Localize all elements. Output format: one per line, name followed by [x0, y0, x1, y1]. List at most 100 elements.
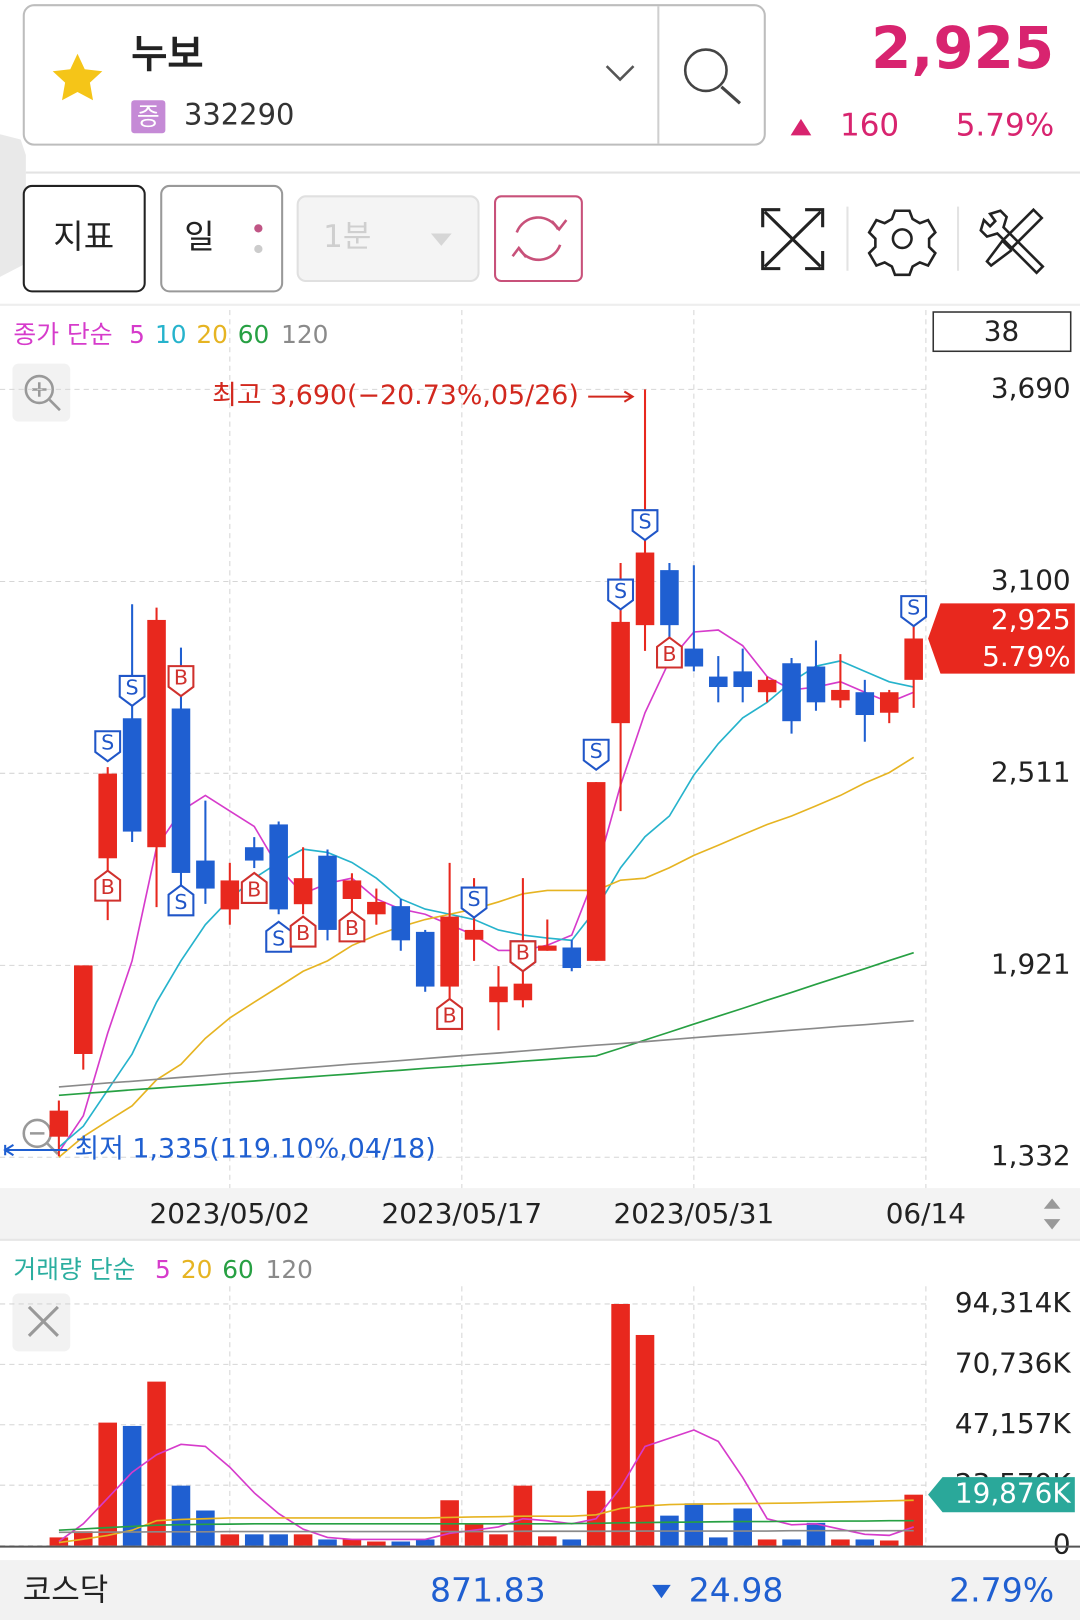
- moving-average: [58, 1019, 914, 1088]
- low-annotation: 최저 1,335(119.10%,04/18): [74, 1134, 435, 1165]
- fullscreen-icon: [763, 210, 822, 268]
- price-change: 160: [840, 108, 899, 144]
- signal-marker: [509, 940, 537, 973]
- x-tick-label: 2023/05/17: [381, 1197, 542, 1230]
- candle-body: [757, 679, 777, 693]
- candle-body: [660, 570, 679, 626]
- index-value: 871.83: [430, 1571, 546, 1610]
- candle-body: [538, 945, 557, 951]
- zoom-icon: [24, 374, 54, 405]
- signal-label: S: [590, 739, 603, 763]
- volume-bar: [122, 1425, 142, 1546]
- dropdown-chevron[interactable]: [605, 65, 635, 82]
- signal-marker: [118, 674, 146, 708]
- settings-button[interactable]: [867, 209, 937, 277]
- gear-icon: [867, 209, 937, 277]
- side-tab[interactable]: [0, 134, 26, 277]
- signal-marker: [656, 636, 683, 669]
- zoom-in-button[interactable]: [12, 363, 71, 422]
- index-name: 코스닥: [23, 1573, 109, 1609]
- price-tag-value: 2,925: [991, 603, 1071, 636]
- candle-body: [367, 901, 386, 915]
- search-button[interactable]: [683, 48, 742, 105]
- legend-entry: 5: [129, 320, 145, 349]
- volume-bar: [684, 1503, 704, 1546]
- indicator-button-label: 지표: [53, 217, 114, 256]
- signal-label: B: [662, 642, 676, 666]
- candle-body: [464, 929, 484, 940]
- signal-marker: [607, 578, 635, 611]
- signal-marker: [167, 884, 195, 917]
- y-tick-label: 47,157K: [955, 1407, 1072, 1440]
- signal-label: S: [638, 510, 651, 534]
- zoom-icon: [29, 1132, 59, 1155]
- volume-bar: [635, 1334, 655, 1546]
- dropdown-arrow: [430, 233, 452, 246]
- stock-selector[interactable]: [22, 4, 766, 146]
- search-icon: [720, 85, 742, 105]
- market-badge: [131, 100, 166, 134]
- signal-marker: [94, 730, 122, 763]
- price-tag: [928, 603, 1075, 674]
- current-price: 2,925: [871, 14, 1054, 82]
- refresh-button[interactable]: [494, 195, 583, 283]
- favorite-star[interactable]: [52, 53, 103, 101]
- count-box[interactable]: [932, 311, 1072, 353]
- candle-body: [806, 666, 826, 703]
- signal-marker: [338, 910, 366, 943]
- signal-label: B: [101, 875, 115, 899]
- x-tick-label: 06/14: [886, 1197, 966, 1230]
- scroll-arrows[interactable]: [1043, 1198, 1061, 1230]
- signal-marker: [240, 871, 268, 904]
- candle-body: [220, 880, 240, 910]
- signal-label: S: [126, 675, 139, 699]
- tools-button[interactable]: [979, 207, 1045, 275]
- gear-icon: [891, 228, 913, 250]
- fullscreen-icon: [761, 208, 825, 271]
- zoom-button-bg: [12, 363, 71, 422]
- indicator-button[interactable]: [22, 184, 146, 293]
- candle-body: [635, 552, 655, 626]
- volume-bar: [98, 1422, 117, 1546]
- legend-entry: 60: [222, 1255, 254, 1284]
- signal-label: S: [907, 596, 920, 620]
- signal-label: S: [467, 887, 480, 911]
- moving-average: [58, 1499, 914, 1544]
- candle-body: [122, 718, 142, 832]
- signal-label: B: [345, 916, 359, 940]
- candle-body: [586, 782, 606, 961]
- y-tick-label: 3,690: [991, 371, 1071, 404]
- volume-bar: [806, 1522, 826, 1546]
- signal-marker: [289, 915, 317, 948]
- index-change-rate: 2.79%: [949, 1571, 1054, 1610]
- moving-average: [58, 1429, 914, 1543]
- signal-label: S: [174, 890, 187, 914]
- fullscreen-button[interactable]: [761, 208, 825, 271]
- refresh-icon: [511, 219, 568, 259]
- candle-body: [171, 708, 191, 873]
- x-axis-band: [0, 1188, 1080, 1240]
- legend-entry: 20: [196, 320, 228, 349]
- candle-body: [733, 671, 752, 688]
- legend-entry: 120: [266, 1255, 313, 1284]
- candle-body: [440, 916, 459, 987]
- volume-bar: [318, 1539, 337, 1546]
- y-tick-label: 94,314K: [955, 1286, 1072, 1319]
- stock-name: 누보: [131, 32, 203, 77]
- moving-average: [58, 1519, 914, 1532]
- signal-label: B: [174, 666, 188, 690]
- candle-body: [98, 773, 117, 859]
- volume-bar: [293, 1534, 313, 1546]
- period-button-label: 일: [184, 217, 214, 256]
- y-tick-label: 70,736K: [955, 1346, 1072, 1379]
- signal-marker: [94, 869, 122, 902]
- volume-bar: [562, 1539, 582, 1546]
- signal-label: S: [272, 926, 285, 950]
- candle-body: [391, 906, 411, 941]
- volume-bar: [538, 1536, 557, 1546]
- volume-bar: [415, 1539, 435, 1546]
- period-button[interactable]: [160, 184, 284, 293]
- legend-entry: 20: [181, 1255, 213, 1284]
- volume-tag: [928, 1477, 1075, 1513]
